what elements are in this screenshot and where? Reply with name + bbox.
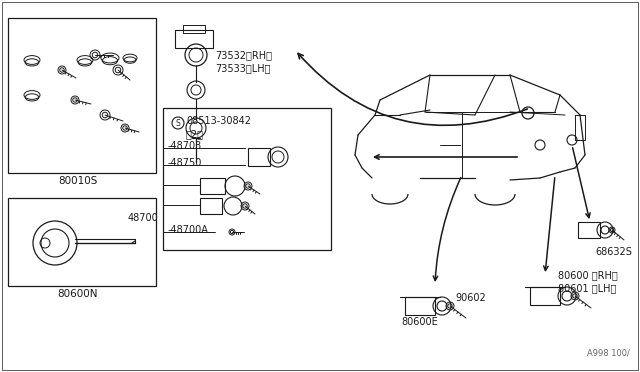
Bar [578, 222, 600, 238]
Bar [200, 198, 222, 214]
Bar [8, 18, 156, 173]
Text: 〈2〉: 〈2〉 [186, 129, 204, 139]
Text: 48700: 48700 [127, 213, 158, 223]
Bar [530, 287, 560, 305]
Bar [163, 108, 331, 250]
Text: 68632S: 68632S [595, 247, 632, 257]
Bar [405, 297, 435, 315]
Bar [575, 115, 585, 140]
Text: S: S [175, 119, 180, 128]
Text: -48703: -48703 [168, 141, 202, 151]
Bar [183, 25, 205, 33]
Text: 80601 〈LH〉: 80601 〈LH〉 [558, 283, 616, 293]
Text: 80600N: 80600N [58, 289, 99, 299]
Bar [248, 148, 270, 166]
Text: 73532〈RH〉: 73532〈RH〉 [215, 50, 272, 60]
Text: 80010S: 80010S [58, 176, 98, 186]
Bar [175, 30, 213, 48]
Text: 80600 〈RH〉: 80600 〈RH〉 [558, 270, 618, 280]
Text: 73533〈LH〉: 73533〈LH〉 [215, 63, 271, 73]
Bar [8, 198, 156, 286]
Text: 80600E: 80600E [402, 317, 438, 327]
Text: A998 100/: A998 100/ [587, 349, 630, 358]
Text: 90602: 90602 [455, 293, 486, 303]
Text: -48750: -48750 [168, 158, 202, 168]
Text: 08513-30842: 08513-30842 [186, 116, 251, 126]
Text: -48700A: -48700A [168, 225, 209, 235]
Bar [200, 178, 225, 194]
